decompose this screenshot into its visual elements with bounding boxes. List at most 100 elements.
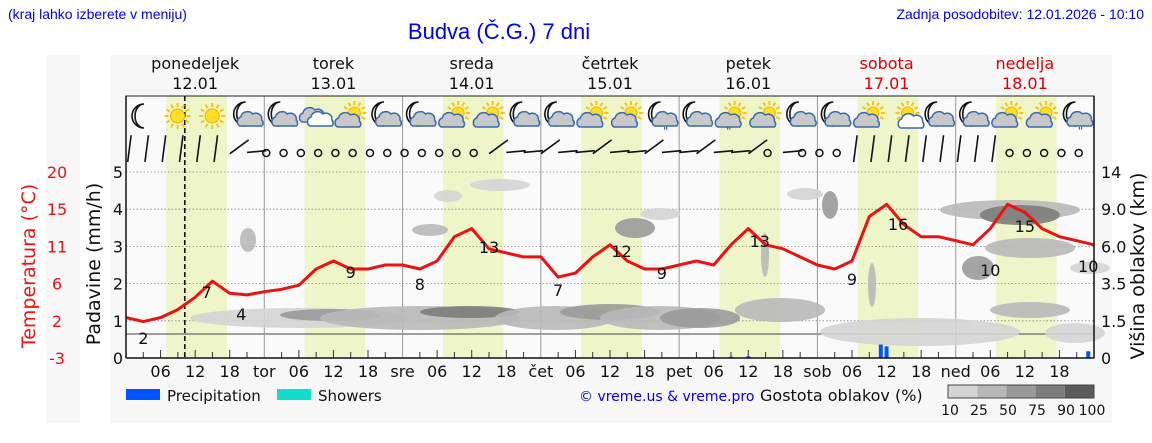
svg-text:": " xyxy=(726,126,731,137)
day-name-label: četrtek xyxy=(582,54,640,73)
cloud-density-tick: 25 xyxy=(970,403,988,419)
wind-barb xyxy=(400,148,409,158)
wind-barb xyxy=(558,149,578,154)
region-menu-hint: (kraj lahko izberete v meniju) xyxy=(8,6,187,22)
wind-barb xyxy=(627,149,647,154)
wind-barb xyxy=(922,135,928,163)
cloud-density-area xyxy=(820,318,1020,346)
wind-barb xyxy=(575,149,595,154)
wind-barb xyxy=(365,148,375,158)
cloud-density-tick: 50 xyxy=(999,403,1017,419)
precipitation-bar xyxy=(746,356,751,358)
wind-barb xyxy=(852,135,858,163)
weather-icon-moon-cloud xyxy=(232,101,264,127)
wind-barb xyxy=(126,135,132,163)
wind-barb xyxy=(696,139,716,155)
precipitation-bar xyxy=(884,346,889,358)
weather-icon-sun-cloud xyxy=(1025,101,1058,128)
legend-showers-swatch xyxy=(277,389,311,400)
wind-barb xyxy=(434,148,444,158)
wind-barb xyxy=(991,135,997,163)
legend-precipitation-label: Precipitation xyxy=(167,387,261,405)
wind-barb xyxy=(488,139,509,155)
cloud-height-tick: 6.0 xyxy=(1101,237,1126,256)
x-tick-label: ned xyxy=(941,362,971,381)
copyright-link[interactable]: © vreme.us & vreme.pro xyxy=(579,389,754,405)
x-tick-label: 12 xyxy=(876,362,896,381)
wind-barb xyxy=(887,135,893,163)
wind-barb xyxy=(383,148,392,158)
temperature-value-label: 10 xyxy=(1078,257,1098,276)
temperature-value-label: 15 xyxy=(1015,217,1035,236)
x-tick-label: čet xyxy=(528,362,553,381)
x-tick-label: 12 xyxy=(738,362,758,381)
cloud-density-swatch xyxy=(1064,385,1094,398)
wind-barb xyxy=(956,135,962,163)
wind-barb xyxy=(592,139,613,155)
x-tick-label: 06 xyxy=(980,362,1000,381)
weather-icon-moon-cloud xyxy=(544,101,575,127)
wind-barb xyxy=(763,148,772,158)
wind-barb xyxy=(730,149,751,154)
cloud-height-tick: 0 xyxy=(1101,349,1111,368)
temperature-tick: 15 xyxy=(47,200,67,219)
cloud-height-tick: 3.5 xyxy=(1101,275,1126,294)
x-tick-label: 06 xyxy=(427,362,447,381)
weather-icon-moon-cloud xyxy=(405,101,437,127)
x-tick-label: 18 xyxy=(496,362,516,381)
wind-barb xyxy=(469,148,478,158)
weather-icon-moon-cloud xyxy=(786,101,817,127)
day-date-label: 18.01 xyxy=(1002,74,1048,93)
weather-icon-sun-cloud xyxy=(852,101,885,128)
cloud-density-area xyxy=(420,306,520,318)
wind-barb xyxy=(973,135,979,163)
x-tick-label: 12 xyxy=(185,362,205,381)
cloud-density-tick: 90 xyxy=(1057,403,1075,419)
cloud-density-swatch xyxy=(1035,385,1065,398)
temperature-tick: 2 xyxy=(52,312,62,331)
wind-barb xyxy=(144,135,150,163)
temperature-value-label: 13 xyxy=(750,232,770,251)
day-date-label: 17.01 xyxy=(864,74,910,93)
cloud-density-area xyxy=(434,190,462,202)
temperature-value-label: 9 xyxy=(657,264,667,283)
precip-tick: 4 xyxy=(113,200,123,219)
x-tick-label: sob xyxy=(803,362,831,381)
temperature-tick: 6 xyxy=(52,275,62,294)
weather-icon-sun-cloud xyxy=(576,101,609,128)
cloud-height-tick: 9.0 xyxy=(1101,200,1126,219)
day-name-label: torek xyxy=(313,54,355,73)
cloud-density-swatch xyxy=(1006,385,1036,398)
wind-barb xyxy=(161,135,167,163)
page-title: Budva (Č.G.) 7 dni xyxy=(407,19,591,44)
wind-barb xyxy=(1005,148,1014,158)
wind-barb xyxy=(523,149,544,154)
legend-showers-label: Showers xyxy=(318,387,382,405)
weather-icon-sun-cloud xyxy=(438,101,471,128)
wind-barb xyxy=(832,148,841,158)
weather-icon-sun-cloud xyxy=(991,101,1024,128)
weather-icon-moon-cloud xyxy=(682,101,714,127)
wind-barb xyxy=(262,148,271,158)
x-tick-label: 18 xyxy=(773,362,793,381)
x-tick-label: 12 xyxy=(600,362,620,381)
temperature-value-label: 9 xyxy=(847,270,857,289)
temperature-value-label: 4 xyxy=(236,305,246,324)
x-tick-label: 06 xyxy=(704,362,724,381)
cloud-height-tick: 1.5 xyxy=(1101,312,1126,331)
wind-barb xyxy=(797,148,807,158)
precipitation-bar xyxy=(1086,351,1091,358)
weather-icon-sun-cloud-small xyxy=(895,101,925,129)
cloud-density-area xyxy=(822,191,838,219)
x-tick-label: 06 xyxy=(842,362,862,381)
weather-icon-moon-cloud xyxy=(371,101,403,127)
precip-tick: 5 xyxy=(113,163,123,182)
x-tick-label: 06 xyxy=(150,362,170,381)
cloud-density-area xyxy=(980,205,1060,225)
day-name-label: ponedeljek xyxy=(151,54,240,73)
wind-barb xyxy=(540,139,561,155)
wind-barb xyxy=(296,148,306,158)
x-tick-label: 12 xyxy=(323,362,343,381)
legend-precipitation-swatch xyxy=(126,389,160,400)
